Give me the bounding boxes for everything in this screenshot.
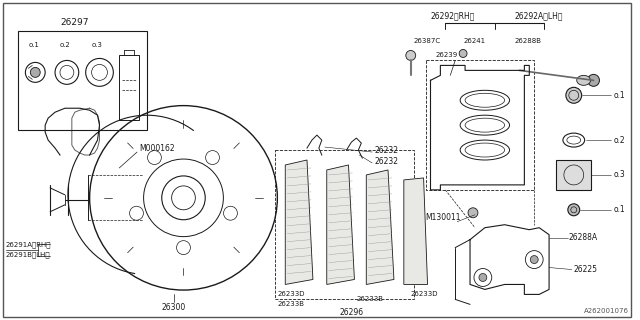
Text: 26241: 26241	[463, 37, 485, 44]
Text: 26300: 26300	[161, 303, 186, 312]
Circle shape	[588, 74, 600, 86]
FancyBboxPatch shape	[556, 160, 591, 190]
Text: o.2: o.2	[613, 136, 625, 145]
Text: M000162: M000162	[139, 144, 175, 153]
Text: 26288A: 26288A	[569, 233, 598, 242]
Text: 26233D: 26233D	[411, 292, 438, 297]
Text: 26239: 26239	[435, 52, 458, 59]
Text: 26292A〈LH〉: 26292A〈LH〉	[515, 11, 563, 20]
Circle shape	[406, 51, 416, 60]
FancyBboxPatch shape	[19, 31, 147, 130]
Circle shape	[531, 256, 538, 264]
Text: 26292〈RH〉: 26292〈RH〉	[431, 11, 475, 20]
Text: o.2: o.2	[60, 43, 71, 49]
Text: 26232: 26232	[374, 157, 398, 166]
Ellipse shape	[577, 76, 591, 85]
Text: o.3: o.3	[92, 43, 102, 49]
Text: 26297: 26297	[61, 18, 89, 27]
Text: 26288B: 26288B	[515, 37, 541, 44]
Circle shape	[479, 274, 487, 282]
Text: 26232: 26232	[374, 146, 398, 155]
Circle shape	[566, 87, 582, 103]
Text: o.1: o.1	[613, 91, 625, 100]
Text: o.1: o.1	[613, 205, 625, 214]
Text: 26225: 26225	[574, 265, 598, 274]
Text: 26291B〈LH〉: 26291B〈LH〉	[6, 251, 51, 258]
Polygon shape	[327, 165, 355, 284]
Text: o.3: o.3	[613, 171, 625, 180]
Text: 26296: 26296	[339, 308, 364, 317]
Polygon shape	[285, 160, 313, 284]
Circle shape	[568, 204, 580, 216]
Text: 26233D: 26233D	[277, 292, 305, 297]
Polygon shape	[366, 170, 394, 284]
Circle shape	[30, 68, 40, 77]
Text: 26233B: 26233B	[277, 301, 305, 308]
Text: A262001076: A262001076	[584, 308, 628, 314]
Polygon shape	[404, 178, 428, 284]
Text: 26291A〈RH〉: 26291A〈RH〉	[6, 241, 51, 248]
Circle shape	[468, 208, 478, 218]
Text: M130011: M130011	[426, 213, 461, 222]
Text: 26387C: 26387C	[413, 37, 441, 44]
Text: o.1: o.1	[28, 43, 39, 49]
Circle shape	[459, 50, 467, 58]
Text: 26233B: 26233B	[356, 296, 383, 302]
